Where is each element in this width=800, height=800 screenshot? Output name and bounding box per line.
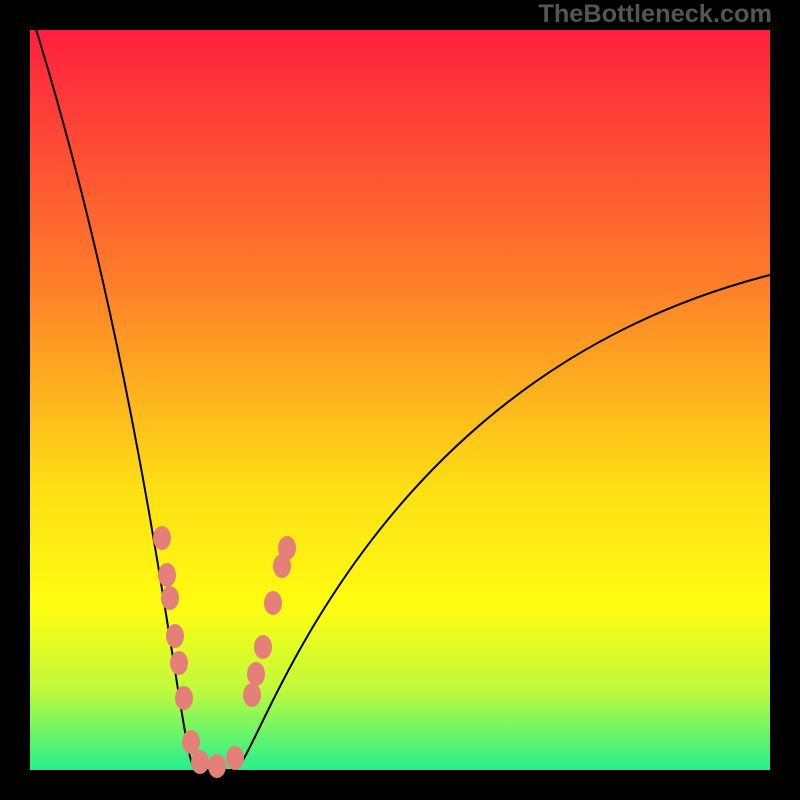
data-point xyxy=(278,536,296,560)
data-point xyxy=(226,746,244,770)
data-point xyxy=(166,624,184,648)
data-point-cluster xyxy=(153,526,296,778)
data-point xyxy=(264,591,282,615)
data-point xyxy=(243,683,261,707)
data-point xyxy=(247,662,265,686)
data-point xyxy=(191,750,209,774)
data-point xyxy=(175,686,193,710)
data-point xyxy=(158,563,176,587)
data-point xyxy=(254,635,272,659)
data-point xyxy=(170,651,188,675)
chart-container: TheBottleneck.com xyxy=(0,0,800,800)
data-point xyxy=(161,586,179,610)
data-point xyxy=(153,526,171,550)
data-point xyxy=(182,730,200,754)
data-point xyxy=(208,754,226,778)
bottleneck-curve xyxy=(30,10,770,770)
watermark-label: TheBottleneck.com xyxy=(538,0,772,29)
bottleneck-chart xyxy=(0,0,800,800)
